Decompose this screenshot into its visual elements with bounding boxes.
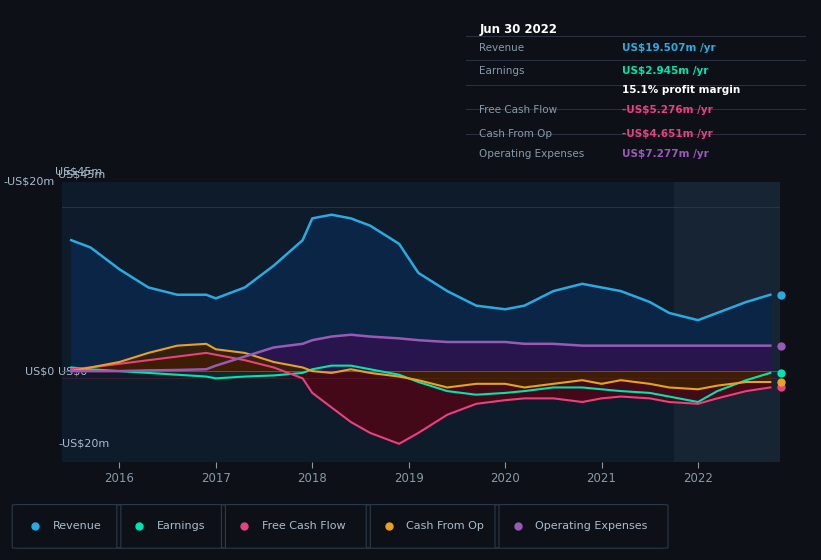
Text: -US$20m: -US$20m	[58, 439, 109, 449]
Text: Operating Expenses: Operating Expenses	[535, 521, 648, 531]
Text: -US$5.276m /yr: -US$5.276m /yr	[622, 105, 713, 115]
Text: -US$20m: -US$20m	[3, 177, 55, 187]
Text: US$45m: US$45m	[58, 169, 105, 179]
Bar	[674, 182, 780, 462]
Text: Earnings: Earnings	[157, 521, 205, 531]
Text: US$19.507m /yr: US$19.507m /yr	[622, 43, 716, 53]
Text: Revenue: Revenue	[53, 521, 101, 531]
Text: Cash From Op: Cash From Op	[479, 129, 553, 139]
Text: Free Cash Flow: Free Cash Flow	[262, 521, 346, 531]
Text: -US$4.651m /yr: -US$4.651m /yr	[622, 129, 713, 139]
Text: Revenue: Revenue	[479, 43, 525, 53]
Text: US$7.277m /yr: US$7.277m /yr	[622, 150, 709, 160]
Text: Earnings: Earnings	[479, 66, 525, 76]
Text: US$2.945m /yr: US$2.945m /yr	[622, 66, 709, 76]
Text: Jun 30 2022: Jun 30 2022	[479, 23, 557, 36]
Text: US$0: US$0	[25, 366, 55, 376]
Text: US$45m: US$45m	[55, 166, 102, 176]
Text: Operating Expenses: Operating Expenses	[479, 150, 585, 160]
Text: 15.1% profit margin: 15.1% profit margin	[622, 85, 741, 95]
Text: US$0: US$0	[58, 366, 87, 376]
Text: Free Cash Flow: Free Cash Flow	[479, 105, 557, 115]
Text: Cash From Op: Cash From Op	[406, 521, 484, 531]
